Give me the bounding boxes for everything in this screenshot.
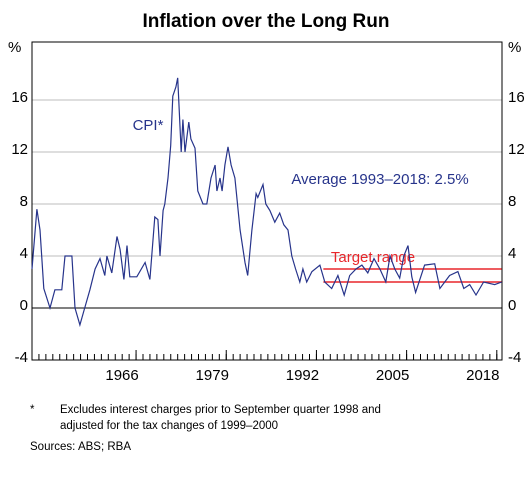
chart-title: Inflation over the Long Run — [143, 11, 390, 32]
x-tick-label: 2005 — [376, 367, 409, 384]
x-tick-label: 1992 — [286, 367, 319, 384]
y-tick-label: 8 — [20, 193, 28, 210]
x-tick-label: 2018 — [466, 367, 499, 384]
x-tick-label: 1966 — [105, 367, 138, 384]
y-tick-label: 0 — [20, 297, 28, 314]
y-tick-label: -4 — [15, 349, 28, 366]
cpi-line — [31, 77, 502, 328]
series-label: CPI* — [133, 117, 164, 134]
y2-tick-label: 12 — [508, 141, 525, 158]
annotation: Average 1993–2018: 2.5% — [291, 171, 468, 188]
plot-frame — [31, 41, 503, 361]
footnote-line: adjusted for the tax changes of 1999–200… — [60, 420, 278, 432]
target-label: Target range — [331, 249, 415, 266]
y2-tick-label: 0 — [508, 297, 516, 314]
sources: Sources: ABS; RBA — [30, 441, 131, 453]
y2-tick-label: -4 — [508, 349, 521, 366]
footnote-line: Excludes interest charges prior to Septe… — [60, 404, 381, 416]
y-tick-label: 12 — [11, 141, 28, 158]
y2-tick-label: 8 — [508, 193, 516, 210]
y-tick-label: 16 — [11, 89, 28, 106]
y2-axis-unit: % — [508, 39, 521, 56]
footnote-marker: * — [30, 404, 35, 416]
y-axis-unit: % — [8, 39, 21, 56]
y-tick-label: 4 — [20, 245, 28, 262]
y2-tick-label: 16 — [508, 89, 525, 106]
y2-tick-label: 4 — [508, 245, 516, 262]
x-tick-label: 1979 — [196, 367, 229, 384]
